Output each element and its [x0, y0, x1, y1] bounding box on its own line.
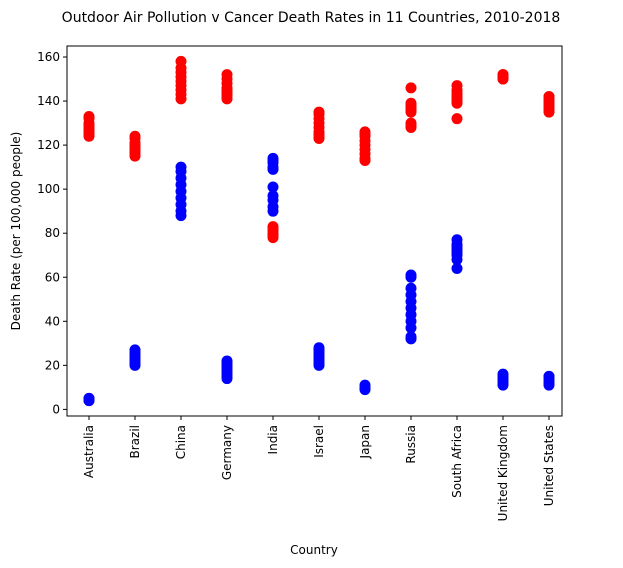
y-tick-label: 120 [37, 138, 60, 152]
blue-point [267, 152, 279, 164]
blue-point [129, 344, 141, 356]
blue-point [359, 379, 371, 391]
red-point [405, 97, 417, 109]
red-point [405, 82, 417, 94]
blue-point [451, 262, 463, 274]
x-tick-label: Brazil [128, 425, 142, 459]
data-points [83, 55, 555, 407]
x-axis-label: Country [290, 543, 338, 557]
x-tick-label: United Kingdom [496, 425, 510, 521]
blue-point [221, 355, 233, 367]
y-tick-label: 80 [45, 226, 60, 240]
y-tick-label: 140 [37, 94, 60, 108]
x-tick-label: Germany [220, 425, 234, 480]
red-point [543, 91, 555, 103]
x-tick-label: United States [542, 425, 556, 506]
blue-point [543, 370, 555, 382]
blue-point [405, 331, 417, 343]
red-point [451, 80, 463, 92]
red-point [313, 106, 325, 118]
y-axis-label: Death Rate (per 100,000 people) [9, 132, 23, 331]
blue-point [405, 269, 417, 281]
red-point [451, 113, 463, 125]
y-tick-label: 60 [45, 270, 60, 284]
x-axis: Australia Brazil China Germany India Israel Ja… [82, 416, 556, 521]
red-point [497, 69, 509, 81]
x-tick-label: Israel [312, 425, 326, 458]
blue-point [313, 342, 325, 354]
y-tick-label: 160 [37, 50, 60, 64]
blue-point [267, 190, 279, 202]
x-tick-label: South Africa [450, 425, 464, 498]
blue-point [405, 282, 417, 294]
x-tick-label: Japan [358, 425, 372, 459]
blue-point [175, 161, 187, 173]
y-tick-label: 40 [45, 314, 60, 328]
red-point [129, 130, 141, 142]
red-point [221, 69, 233, 81]
red-point [405, 117, 417, 129]
plot-frame [66, 45, 563, 417]
blue-point [83, 392, 95, 404]
blue-point [497, 368, 509, 380]
red-point [175, 55, 187, 67]
y-tick-label: 20 [45, 358, 60, 372]
x-tick-label: Australia [82, 425, 96, 478]
red-point [267, 221, 279, 233]
blue-point [267, 181, 279, 193]
y-tick-label: 0 [52, 402, 60, 416]
red-point [359, 126, 371, 138]
x-tick-label: India [266, 425, 280, 454]
y-tick-label: 100 [37, 182, 60, 196]
x-tick-label: Russia [404, 425, 418, 464]
x-tick-label: China [174, 425, 188, 459]
chart-title: Outdoor Air Pollution v Cancer Death Rat… [62, 10, 561, 26]
blue-point [451, 234, 463, 246]
y-axis: 0 20 40 60 80 100 120 140 160 [37, 50, 67, 416]
red-point [83, 110, 95, 122]
